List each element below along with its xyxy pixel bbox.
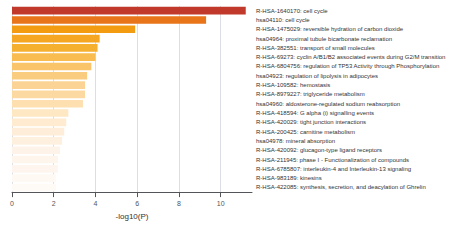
- svg-text:R-HSA-6785807: interleukin-4 a: R-HSA-6785807: interleukin-4 and Interle…: [256, 166, 411, 172]
- svg-text:4: 4: [94, 200, 98, 207]
- svg-text:R-HSA-211945: phase I - Functi: R-HSA-211945: phase I - Functionalizatio…: [256, 157, 409, 163]
- svg-text:R-HSA-69273: cyclin A/B1/B2 as: R-HSA-69273: cyclin A/B1/B2 associated e…: [256, 54, 445, 60]
- svg-text:6: 6: [135, 200, 139, 207]
- svg-text:R-HSA-420029: tight junction i: R-HSA-420029: tight junction interaction…: [256, 119, 366, 125]
- svg-text:-log10(P): -log10(P): [116, 212, 149, 221]
- svg-text:R-HSA-8979227: triglyceride me: R-HSA-8979227: triglyceride metabolism: [256, 91, 365, 97]
- svg-text:R-HSA-109582: hemostasis: R-HSA-109582: hemostasis: [256, 82, 330, 88]
- svg-text:R-HSA-418594: G alpha (i) sign: R-HSA-418594: G alpha (i) signalling eve…: [256, 110, 374, 116]
- svg-text:0: 0: [10, 200, 14, 207]
- svg-text:hsa04923: regulation of lipoly: hsa04923: regulation of lipolysis in adi…: [256, 73, 378, 79]
- svg-text:10: 10: [217, 200, 225, 207]
- svg-text:hsa04964: proximal tubule bica: hsa04964: proximal tubule bicarbonate re…: [256, 36, 392, 42]
- svg-text:R-HSA-422085: synthesis, secre: R-HSA-422085: synthesis, secretion, and …: [256, 184, 426, 190]
- svg-text:R-HSA-382551: transport of sma: R-HSA-382551: transport of small molecul…: [256, 45, 375, 51]
- svg-text:2: 2: [52, 200, 56, 207]
- svg-text:8: 8: [177, 200, 181, 207]
- svg-text:hsa04978: mineral absorption: hsa04978: mineral absorption: [256, 138, 335, 144]
- svg-text:hsa04110: cell cycle: hsa04110: cell cycle: [256, 17, 310, 23]
- svg-text:R-HSA-1640170: cell cycle: R-HSA-1640170: cell cycle: [256, 8, 328, 14]
- svg-text:R-HSA-983189: kinesins: R-HSA-983189: kinesins: [256, 175, 322, 181]
- svg-text:R-HSA-200425: carnitine metabo: R-HSA-200425: carnitine metabolism: [256, 129, 355, 135]
- svg-text:R-HSA-1475029: reversible hydr: R-HSA-1475029: reversible hydration of c…: [256, 26, 404, 32]
- svg-text:hsa04960: aldosterone-regulate: hsa04960: aldosterone-regulated sodium r…: [256, 101, 400, 107]
- svg-text:R-HSA-6804756: regulation of T: R-HSA-6804756: regulation of TP53 Activi…: [256, 63, 439, 69]
- svg-text:R-HSA-420092: glucagon-type li: R-HSA-420092: glucagon-type ligand recep…: [256, 147, 382, 153]
